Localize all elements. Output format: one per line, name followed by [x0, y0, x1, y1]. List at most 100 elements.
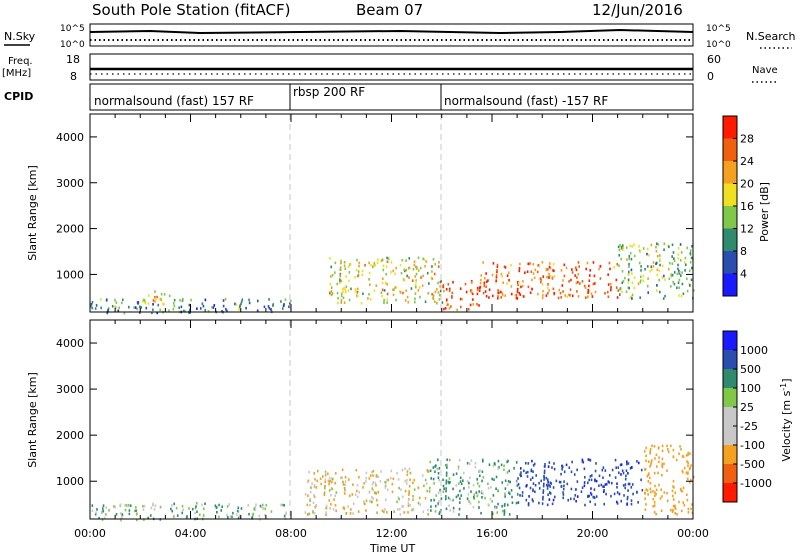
echo-cell: [136, 301, 139, 304]
echo-cell: [288, 305, 290, 309]
echo-cell: [678, 294, 680, 297]
nave-bottom-tick: 0: [707, 70, 714, 83]
echo-cell: [649, 481, 652, 485]
echo-cell: [521, 491, 524, 494]
echo-cell: [198, 513, 201, 517]
echo-cell: [119, 512, 122, 515]
echo-cell: [211, 306, 213, 309]
echo-cell: [645, 459, 647, 463]
echo-cell: [587, 288, 590, 292]
echo-cell: [666, 469, 668, 472]
echo-cell: [214, 504, 217, 508]
echo-cell: [544, 462, 546, 466]
echo-cell: [481, 479, 483, 483]
echo-cell: [552, 498, 555, 502]
echo-cell: [546, 275, 548, 279]
echo-cell: [649, 450, 652, 454]
freq-top-tick: 18: [66, 53, 80, 66]
echo-cell: [438, 298, 441, 301]
echo-cell: [344, 290, 347, 294]
y-tick-label: 4000: [56, 131, 84, 144]
echo-cell: [114, 298, 116, 302]
power-colorbar-label: Power [dB]: [758, 182, 771, 242]
echo-cell: [383, 510, 385, 514]
echo-cell: [616, 482, 618, 486]
echo-cell: [115, 513, 118, 516]
echo-cell: [196, 307, 198, 310]
echo-cell: [452, 487, 454, 491]
echo-cell: [349, 512, 352, 515]
echo-cell: [592, 495, 595, 499]
echo-cell: [354, 275, 356, 279]
echo-cell: [152, 502, 154, 506]
echo-cell: [590, 478, 593, 482]
echo-cell: [646, 247, 649, 251]
echo-cell: [539, 277, 542, 280]
echo-cell: [413, 260, 416, 263]
echo-cell: [553, 291, 556, 295]
echo-cell: [330, 290, 333, 293]
echo-cell: [422, 510, 425, 514]
echo-cell: [676, 286, 678, 290]
echo-cell: [497, 502, 499, 506]
echo-cell: [417, 269, 420, 272]
echo-cell: [682, 486, 685, 490]
echo-cell: [618, 253, 621, 257]
echo-cell: [379, 480, 382, 483]
echo-cell: [222, 299, 225, 302]
echo-cell: [383, 301, 385, 305]
echo-cell: [381, 509, 384, 513]
echo-cell: [156, 295, 158, 299]
echo-cell: [472, 298, 474, 301]
echo-cell: [408, 490, 410, 493]
echo-cell: [386, 260, 389, 264]
echo-cell: [399, 513, 402, 516]
echo-cell: [248, 298, 250, 302]
echo-cell: [445, 474, 448, 477]
echo-cell: [403, 268, 406, 272]
echo-cell: [647, 473, 650, 477]
echo-cell: [602, 485, 604, 488]
echo-cell: [313, 512, 316, 515]
velocity-colorbar-tick: -100: [740, 439, 765, 452]
echo-cell: [438, 500, 440, 503]
echo-cell: [345, 512, 348, 515]
echo-cell: [533, 276, 536, 280]
echo-cell: [356, 483, 359, 487]
echo-cell: [621, 244, 624, 247]
echo-cell: [543, 482, 545, 486]
echo-cell: [661, 465, 664, 469]
echo-cell: [202, 514, 205, 517]
echo-cell: [618, 264, 620, 267]
echo-cell: [372, 488, 374, 492]
echo-cell: [445, 471, 448, 475]
echo-cell: [611, 468, 614, 472]
echo-cell: [670, 508, 672, 512]
echo-cell: [504, 487, 507, 490]
echo-cell: [343, 301, 346, 304]
echo-cell: [437, 265, 440, 268]
echo-cell: [616, 500, 618, 504]
echo-cell: [415, 272, 418, 276]
echo-cell: [238, 514, 241, 518]
echo-cell: [377, 490, 380, 494]
echo-cell: [548, 276, 551, 279]
echo-cell: [530, 468, 533, 472]
echo-cell: [438, 260, 440, 264]
echo-cell: [668, 277, 671, 281]
echo-cell: [343, 486, 346, 490]
echo-cell: [437, 491, 440, 495]
echo-cell: [431, 277, 433, 280]
echo-cell: [280, 503, 282, 507]
echo-cell: [332, 508, 335, 511]
echo-cell: [487, 486, 490, 490]
echo-cell: [448, 481, 450, 485]
echo-cell: [349, 262, 352, 266]
echo-cell: [587, 458, 590, 461]
echo-cell: [407, 300, 410, 304]
echo-cell: [639, 250, 641, 253]
echo-cell: [678, 278, 681, 282]
echo-cell: [644, 468, 646, 471]
echo-cell: [424, 264, 426, 268]
